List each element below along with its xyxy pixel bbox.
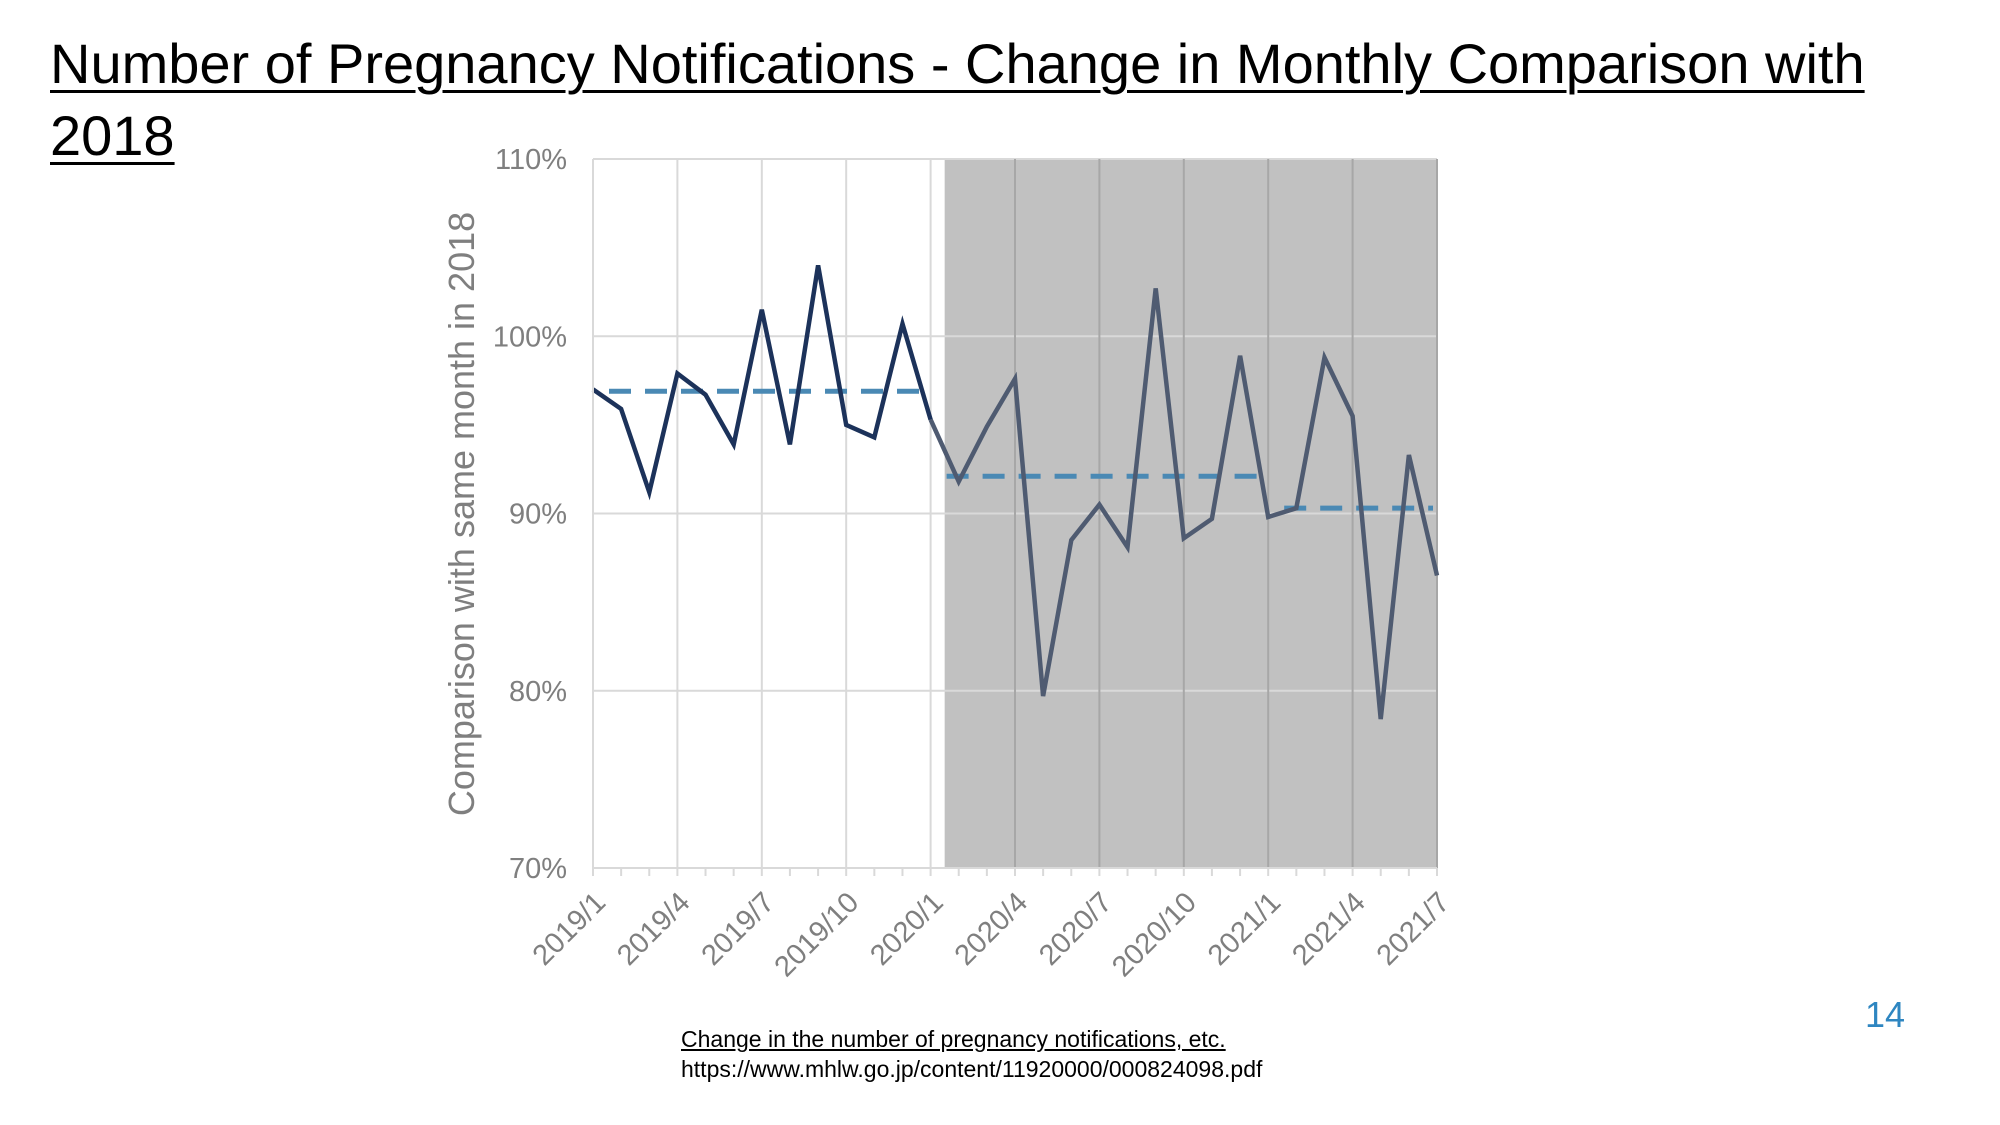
x-tick-label: 2021/1 xyxy=(1202,886,1287,971)
x-tick-label: 2020/1 xyxy=(864,886,949,971)
y-tick-label: 90% xyxy=(509,499,567,531)
x-tick-label: 2020/7 xyxy=(1033,886,1118,971)
y-tick-label: 110% xyxy=(495,144,567,176)
series-line-covid xyxy=(928,288,1440,720)
x-tick-label: 2019/10 xyxy=(769,886,866,983)
series-line-2019 xyxy=(591,265,933,501)
y-tick-label: 70% xyxy=(509,853,567,885)
source-link[interactable]: Change in the number of pregnancy notifi… xyxy=(681,1026,1226,1052)
y-axis-label: Comparison with same month in 2018 xyxy=(441,212,482,816)
slide-title: Number of Pregnancy Notifications - Chan… xyxy=(50,32,1865,167)
y-tick-label: 80% xyxy=(509,676,567,708)
x-tick-label: 2020/4 xyxy=(949,886,1034,971)
x-tick-label: 2020/10 xyxy=(1106,886,1203,983)
x-tick-label: 2019/4 xyxy=(611,886,696,971)
x-tick-label: 2019/1 xyxy=(527,886,612,971)
source-citation: Change in the number of pregnancy notifi… xyxy=(681,1024,1262,1084)
x-tick-label: 2021/4 xyxy=(1286,886,1371,971)
source-url[interactable]: https://www.mhlw.go.jp/content/11920000/… xyxy=(681,1056,1263,1082)
x-tick-label: 2019/7 xyxy=(696,886,781,971)
x-tick-label: 2021/7 xyxy=(1371,886,1456,971)
y-tick-label: 100% xyxy=(493,321,567,353)
page-number: 14 xyxy=(1865,994,1906,1035)
